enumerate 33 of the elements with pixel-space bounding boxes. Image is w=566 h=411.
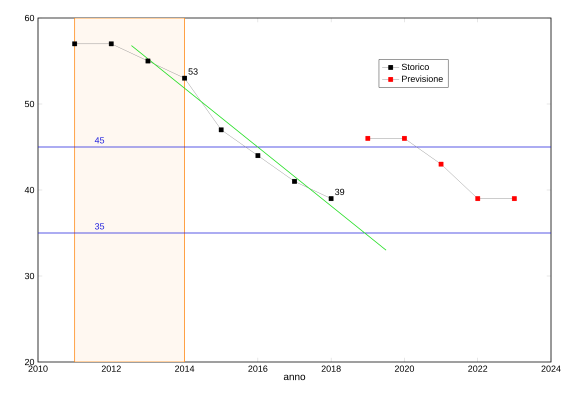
- point: [292, 179, 297, 184]
- point: [365, 136, 370, 141]
- point: [475, 196, 480, 201]
- point: [512, 196, 517, 201]
- x-tick-label: 2020: [394, 366, 414, 372]
- x-tick-label: 2016: [248, 366, 268, 372]
- x-tick-label: 2010: [28, 366, 48, 372]
- x-tick-label: 2024: [541, 366, 561, 372]
- y-tick-label: 20: [24, 358, 34, 366]
- point: [218, 127, 224, 132]
- point: [182, 76, 187, 81]
- y-tick-label: 50: [24, 100, 34, 108]
- x-tick-label: 2014: [175, 366, 194, 372]
- y-tick-label: 30: [24, 272, 34, 280]
- x-tick-label: 2018: [322, 366, 341, 372]
- ref-line-label: 45: [94, 137, 104, 144]
- legend-label: Previsione: [402, 75, 443, 82]
- x-tick-label: 2022: [468, 366, 488, 372]
- point: [402, 136, 407, 141]
- x-axis-title: anno: [284, 374, 306, 380]
- annotation: 39: [335, 188, 344, 196]
- point: [255, 153, 260, 158]
- y-tick-label: 40: [24, 186, 34, 194]
- point: [108, 41, 114, 46]
- annotation: 53: [188, 68, 198, 75]
- point: [438, 162, 444, 167]
- ref-line-label: 35: [94, 223, 104, 230]
- y-tick-label: 60: [24, 14, 34, 22]
- point: [328, 196, 334, 201]
- legend-label: Storico: [402, 63, 429, 70]
- point: [146, 58, 150, 64]
- x-tick-label: 2012: [102, 366, 121, 372]
- point: [72, 41, 78, 46]
